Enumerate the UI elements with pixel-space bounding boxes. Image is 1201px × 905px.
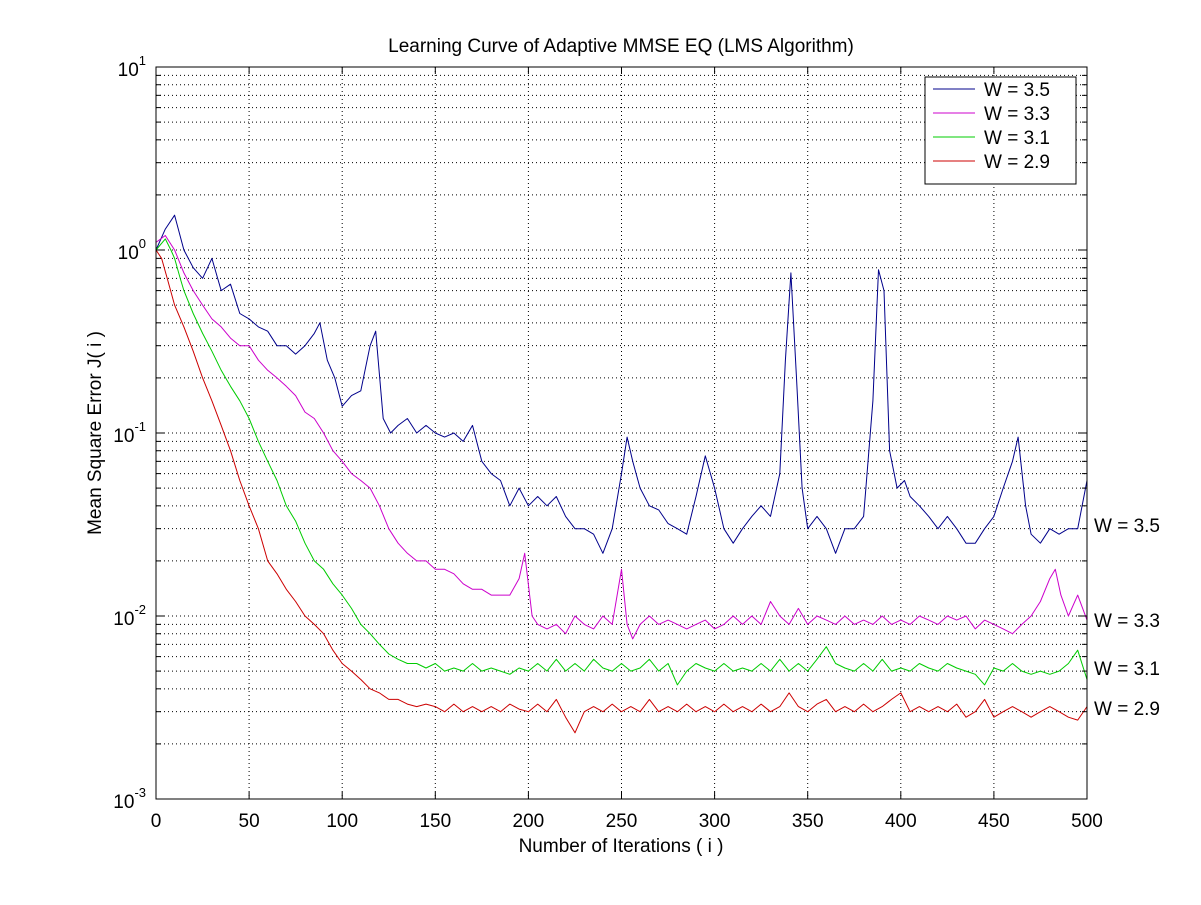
series-line-4 bbox=[155, 249, 1088, 734]
series-line-2 bbox=[155, 235, 1088, 640]
x-tick-label: 150 bbox=[419, 811, 451, 832]
series-end-label-4: W = 2.9 bbox=[1094, 699, 1160, 720]
y-axis-title: Mean Square Error J( i ) bbox=[85, 331, 106, 535]
x-tick-label: 300 bbox=[699, 811, 731, 832]
series-end-labels: W = 3.5 W = 3.3 W = 3.1 W = 2.9 bbox=[1094, 516, 1160, 720]
x-tick-label: 400 bbox=[885, 811, 917, 832]
x-tick-label: 200 bbox=[513, 811, 545, 832]
series-lines bbox=[155, 214, 1088, 734]
x-tick-label: 500 bbox=[1071, 811, 1103, 832]
series-end-label-1: W = 3.5 bbox=[1094, 516, 1160, 537]
legend-box bbox=[924, 76, 1077, 185]
legend-label-1: W = 3.5 bbox=[984, 80, 1050, 101]
x-tick-label: 100 bbox=[326, 811, 358, 832]
series-end-label-3: W = 3.1 bbox=[1094, 659, 1160, 680]
x-tick-label: 0 bbox=[151, 811, 162, 832]
legend-label-2: W = 3.3 bbox=[984, 104, 1050, 125]
y-tick-label: 10-2 bbox=[113, 602, 146, 630]
series-line-1 bbox=[155, 214, 1088, 554]
legend-label-3: W = 3.1 bbox=[984, 128, 1050, 149]
series-line-3 bbox=[155, 238, 1088, 686]
x-tick-label: 350 bbox=[792, 811, 824, 832]
x-tick-label: 450 bbox=[978, 811, 1010, 832]
legend: W = 3.5 W = 3.3 W = 3.1 W = 2.9 bbox=[924, 76, 1077, 185]
x-tick-label: 250 bbox=[606, 811, 638, 832]
y-tick-label: 101 bbox=[118, 53, 146, 81]
chart-title: Learning Curve of Adaptive MMSE EQ (LMS … bbox=[388, 36, 854, 57]
x-axis-title: Number of Iterations ( i ) bbox=[519, 836, 724, 857]
series-end-label-2: W = 3.3 bbox=[1094, 611, 1160, 632]
axes: 0 50 100 150 200 250 300 350 400 450 500 10-3 10-2 10… bbox=[113, 53, 1103, 832]
y-tick-label: 10-1 bbox=[113, 419, 146, 447]
y-tick-label: 100 bbox=[118, 236, 146, 264]
y-tick-label: 10-3 bbox=[113, 785, 146, 813]
legend-label-4: W = 2.9 bbox=[984, 152, 1050, 173]
x-tick-label: 50 bbox=[239, 811, 260, 832]
